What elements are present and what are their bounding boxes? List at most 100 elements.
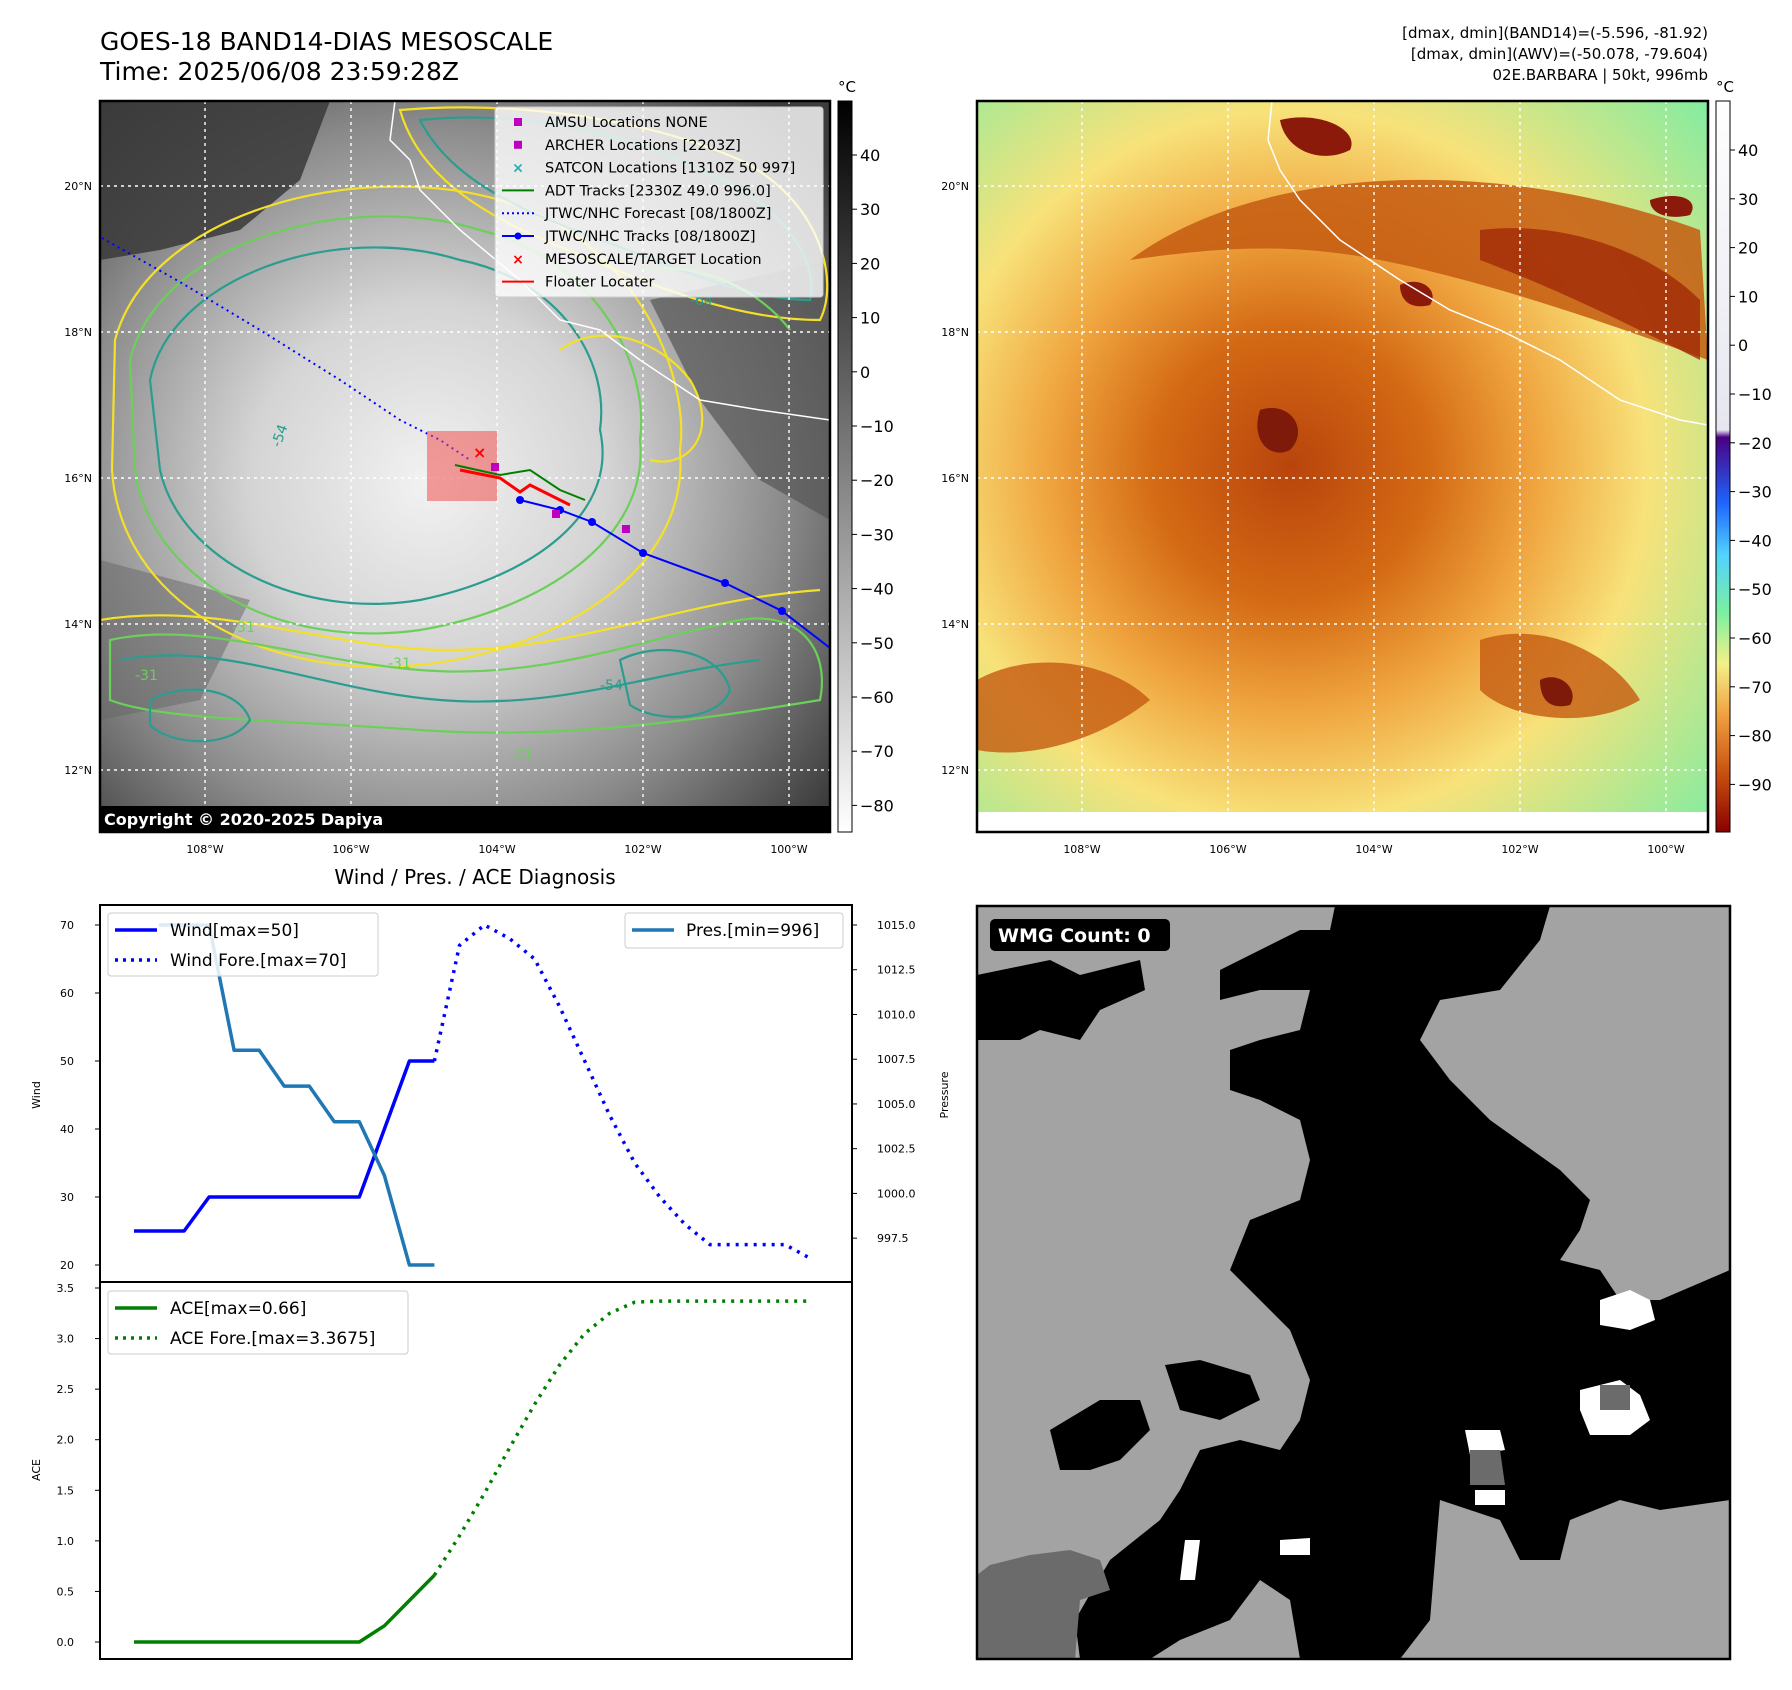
ir-colorbar-tick: −40	[860, 580, 894, 599]
ir-lon-label: 102°W	[624, 843, 661, 856]
ir-colorbar-tick: −70	[860, 742, 894, 761]
legend-square-marker	[514, 140, 522, 149]
band14-range: [dmax, dmin](BAND14)=(-5.596, -81.92)	[1402, 24, 1708, 42]
pressure-tick-label: 1002.5	[877, 1143, 916, 1156]
ir-lat-label: 20°N	[64, 180, 92, 193]
ace-tick-label: 2.5	[57, 1383, 75, 1396]
awv-lat-label: 12°N	[941, 764, 969, 777]
pressure-tick-label: 1010.0	[877, 1008, 916, 1021]
awv-map-panel: °C 40 30 20 10 0 −10 −20 −30 −40 −50 −60 −70 −80 −90	[975, 78, 1772, 834]
ir-legend-label: JTWC/NHC Forecast [08/1800Z]	[544, 206, 771, 222]
figure-time: Time: 2025/06/08 23:59:28Z	[99, 57, 459, 86]
pressure-tick-label: 1000.0	[877, 1187, 916, 1200]
wmg-panel: WMG Count: 0	[975, 904, 1732, 1661]
wind-pressure-chart: Wind Pressure 70 60 50 40 30 20 1015.0 1012.5 1…	[30, 904, 951, 1283]
ir-legend-label: AMSU Locations NONE	[545, 115, 708, 131]
awv-lon-label: 100°W	[1647, 843, 1684, 856]
pressure-tick-label: 1005.0	[877, 1098, 916, 1111]
wmg-frame	[975, 904, 1732, 1661]
awv-colorbar-tick: −20	[1738, 434, 1772, 453]
legend-x-marker: ×	[512, 161, 524, 177]
pressure-tick-label: 1007.5	[877, 1053, 916, 1066]
ace-axis-label: ACE	[30, 1459, 43, 1481]
awv-colorbar-tick: −60	[1738, 629, 1772, 648]
legend-square-marker	[514, 118, 522, 126]
wind-axis-label: Wind	[30, 1081, 43, 1109]
wind-forecast-line	[432, 923, 811, 1260]
ace-tick-label: 2.0	[57, 1434, 75, 1447]
figure-title: GOES-18 BAND14-DIAS MESOSCALE	[100, 27, 553, 56]
svg-text:-31: -31	[135, 668, 158, 684]
legend-pres-label: Pres.[min=996]	[686, 921, 819, 941]
wind-tick-label: 20	[60, 1259, 74, 1272]
awv-colorbar-tick: 30	[1738, 190, 1758, 209]
svg-text:-54: -54	[269, 422, 292, 449]
ir-lon-label: 104°W	[478, 843, 515, 856]
ir-colorbar-tick: −30	[860, 525, 894, 544]
legend-dot-marker	[514, 232, 522, 240]
svg-text:-54: -54	[600, 678, 623, 694]
wind-tick-label: 60	[60, 987, 74, 1000]
awv-lon-label: 108°W	[1063, 843, 1100, 856]
ir-coastline	[389, 101, 830, 421]
awv-colorbar-tick: −40	[1738, 531, 1772, 550]
ace-legend: ACE[max=0.66] ACE Fore.[max=3.3675]	[107, 1290, 409, 1355]
ace-tick-label: 3.0	[57, 1333, 75, 1346]
wind-tick-label: 30	[60, 1191, 74, 1204]
svg-text:-31: -31	[510, 748, 533, 764]
awv-colorbar	[1715, 100, 1731, 833]
ir-lon-label: 106°W	[332, 843, 369, 856]
wind-tick-label: 40	[60, 1123, 74, 1136]
awv-range: [dmax, dmin](AWV)=(-50.078, -79.604)	[1411, 45, 1708, 63]
ir-colorbar-tick: 30	[860, 200, 880, 219]
awv-frame	[975, 99, 1710, 834]
ace-tick-label: 1.0	[57, 1535, 75, 1548]
ir-legend: AMSU Locations NONE ARCHER Locations [220…	[494, 106, 824, 298]
ace-chart: ACE 3.5 3.0 2.5 2.0 1.5 1.0 0.5 0.0 ACE[max=0.6…	[30, 1281, 853, 1660]
awv-lat-label: 20°N	[941, 180, 969, 193]
wind-legend: Wind[max=50] Wind Fore.[max=70] Pres.[mi…	[107, 912, 844, 977]
ace-tick-label: 1.5	[57, 1484, 75, 1497]
wind-tick-label: 70	[60, 919, 74, 932]
adt-track-line	[454, 464, 586, 501]
pressure-axis-label: Pressure	[938, 1071, 951, 1118]
awv-lon-label: 102°W	[1501, 843, 1538, 856]
pressure-tick-label: 1015.0	[877, 919, 916, 932]
target-location-marker: ×	[473, 443, 486, 462]
ir-colorbar-tick: 0	[860, 363, 870, 382]
awv-lon-label: 104°W	[1355, 843, 1392, 856]
legend-ace-label: ACE[max=0.66]	[170, 1299, 306, 1319]
awv-colorbar-unit: °C	[1716, 78, 1734, 96]
ir-colorbar-tick: −60	[860, 688, 894, 707]
ir-lon-label: 100°W	[770, 843, 807, 856]
copyright-text: Copyright © 2020-2025 Dapiya	[104, 810, 383, 829]
awv-colorbar-tick: −30	[1738, 483, 1772, 502]
ir-colorbar-tick: −50	[860, 634, 894, 653]
legend-wind-label: Wind[max=50]	[170, 921, 299, 941]
pressure-tick-label: 997.5	[877, 1232, 909, 1245]
awv-lat-label: 14°N	[941, 618, 969, 631]
awv-colorbar-tick: 10	[1738, 287, 1758, 306]
ace-tick-label: 0.5	[57, 1585, 75, 1598]
legend-wind-fore-label: Wind Fore.[max=70]	[170, 951, 346, 971]
ir-legend-label: ADT Tracks [2330Z 49.0 996.0]	[545, 183, 771, 199]
ir-legend-label: ARCHER Locations [2203Z]	[545, 138, 741, 154]
ir-colorbar-tick: −10	[860, 417, 894, 436]
ir-lat-label: 18°N	[64, 326, 92, 339]
ir-colorbar-tick: 10	[860, 309, 880, 328]
ace-tick-label: 3.5	[57, 1282, 75, 1295]
storm-info: 02E.BARBARA | 50kt, 996mb	[1493, 66, 1708, 84]
awv-lon-label: 106°W	[1209, 843, 1246, 856]
ir-legend-label: JTWC/NHC Tracks [08/1800Z]	[544, 229, 756, 245]
wind-line	[134, 1059, 435, 1233]
ir-lon-label: 108°W	[186, 843, 223, 856]
ace-line	[134, 1573, 436, 1644]
ir-legend-label: MESOSCALE/TARGET Location	[545, 252, 762, 268]
ir-frame	[98, 99, 832, 834]
awv-colorbar-tick: −80	[1738, 727, 1772, 746]
svg-text:-31: -31	[388, 656, 411, 672]
awv-colorbar-tick: −90	[1738, 775, 1772, 794]
awv-lat-label: 16°N	[941, 472, 969, 485]
ir-colorbar-tick: 40	[860, 146, 880, 165]
